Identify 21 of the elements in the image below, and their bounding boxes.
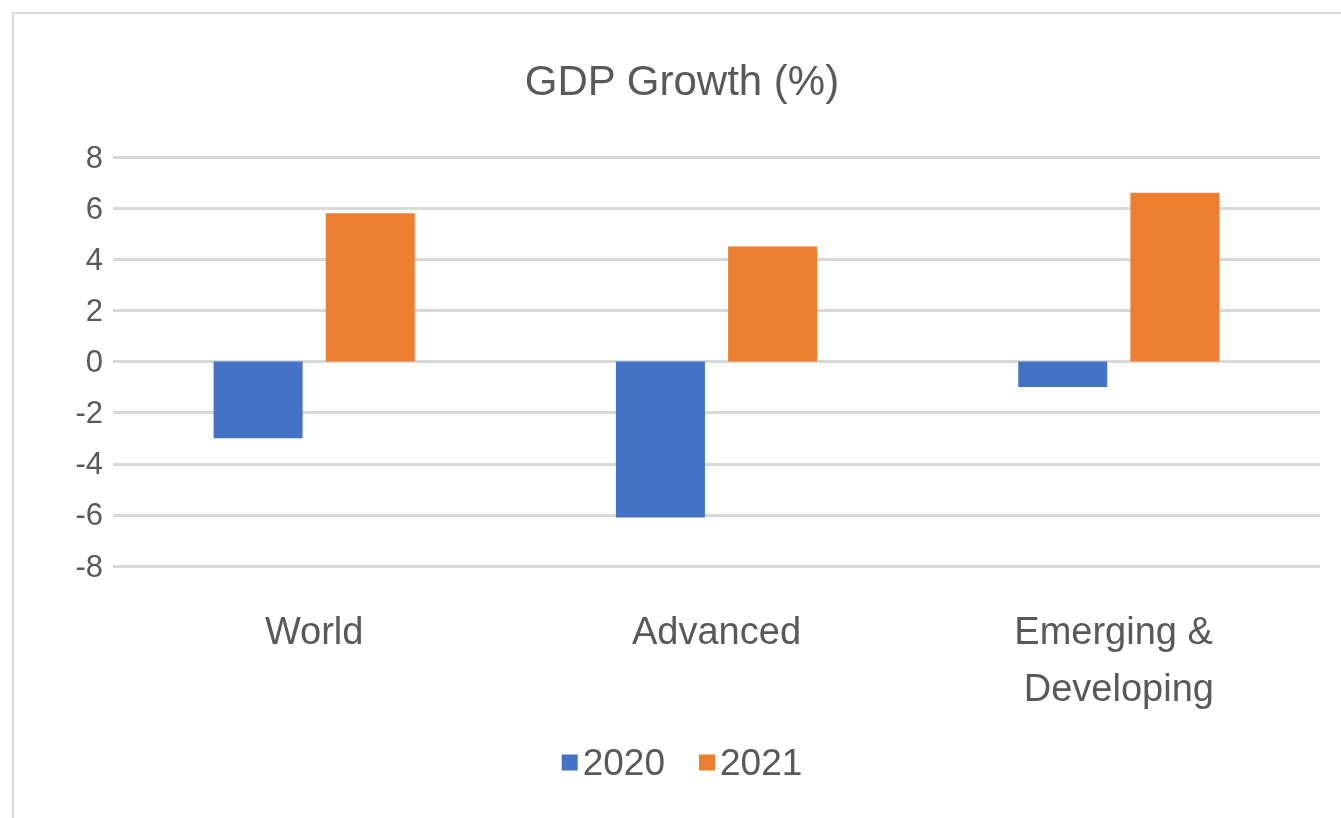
x-tick-label: Emerging & Developing [1014,609,1224,709]
y-tick-label: 2 [85,292,103,328]
y-tick-label: -2 [75,395,103,431]
bar [1130,192,1220,362]
y-tick-label: -4 [75,446,103,482]
y-tick-label: -8 [75,548,103,584]
bar [728,246,818,362]
y-tick-label: 4 [85,241,103,277]
y-tick-label: 6 [85,190,103,226]
x-tick-label: Advanced [631,609,802,652]
bar [213,361,303,439]
legend-label: 2020 [582,742,665,783]
y-tick-label: 0 [85,344,103,379]
chart-title: GDP Growth (%) [524,56,840,104]
y-tick-label: -6 [75,497,103,533]
bar [325,213,415,362]
x-tick-label: World [264,609,364,652]
y-tick-label: 8 [85,139,103,175]
legend-label: 2021 [720,742,803,783]
bar [615,361,705,518]
bar [1018,361,1108,388]
